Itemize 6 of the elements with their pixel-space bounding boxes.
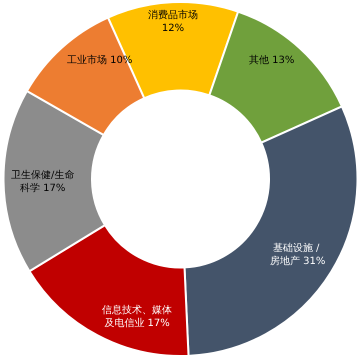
slice-label: 其他 13% (249, 54, 294, 66)
slice-label: 信息技术、媒体及电信业 17% (102, 304, 172, 329)
data-label: 12% (162, 23, 184, 34)
slice-label: 消费品市场 (148, 9, 198, 21)
slice-label: 基础设施 / 房地产 31% (270, 242, 326, 267)
slice-label: 卫生保健/生命科学 17% (11, 169, 74, 194)
